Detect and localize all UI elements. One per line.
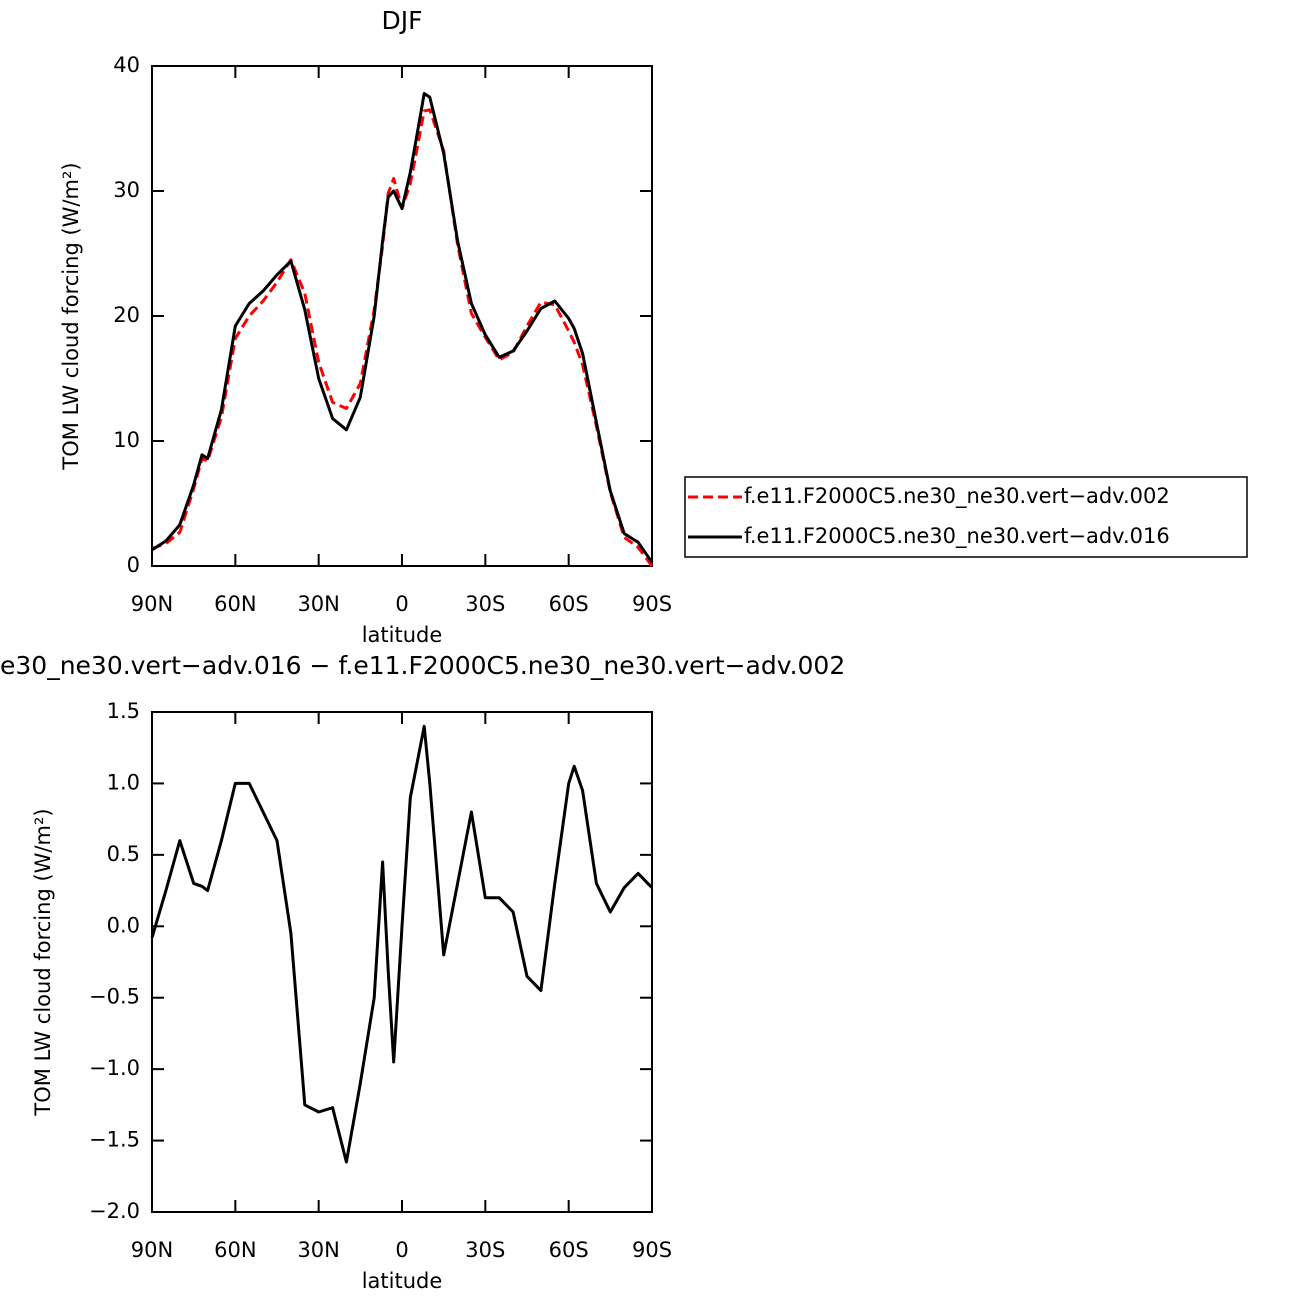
x-tick-label: 90N (131, 592, 173, 616)
y-tick-label: 30 (113, 178, 140, 202)
x-axis-label: latitude (362, 623, 443, 647)
x-tick-label: 30S (465, 1238, 505, 1262)
chart-title: DJF (381, 6, 422, 35)
chart-title: e30_ne30.vert−adv.016 − f.e11.F2000C5.ne… (0, 651, 845, 680)
y-tick-label: 1.5 (107, 699, 140, 723)
x-tick-label: 0 (395, 592, 408, 616)
legend-label: f.e11.F2000C5.ne30_ne30.vert−adv.016 (744, 524, 1170, 549)
plot-frame (151, 711, 653, 1213)
legend-label: f.e11.F2000C5.ne30_ne30.vert−adv.002 (744, 484, 1170, 509)
y-tick-label: 0.0 (107, 913, 140, 937)
y-tick-label: 20 (113, 303, 140, 327)
x-tick-label: 0 (395, 1238, 408, 1262)
y-axis-label: TOM LW cloud forcing (W/m²) (31, 808, 55, 1116)
y-tick-label: 10 (113, 428, 140, 452)
y-tick-label: −1.5 (89, 1128, 140, 1152)
x-tick-label: 60S (549, 1238, 589, 1262)
y-tick-label: 40 (113, 53, 140, 77)
x-tick-label: 60S (549, 592, 589, 616)
x-tick-label: 90S (632, 592, 672, 616)
data-line (150, 724, 654, 1164)
data-line (151, 92, 654, 564)
x-tick-label: 60N (214, 1238, 256, 1262)
x-axis-label: latitude (362, 1269, 443, 1293)
x-tick-label: 60N (214, 592, 256, 616)
y-tick-label: −0.5 (89, 985, 140, 1009)
y-tick-label: 1.0 (107, 770, 140, 794)
y-tick-label: −2.0 (89, 1199, 140, 1223)
legend-box (684, 476, 1248, 558)
plot-frame (151, 65, 653, 567)
x-tick-label: 30N (297, 1238, 339, 1262)
x-tick-label: 30N (297, 592, 339, 616)
x-tick-label: 30S (465, 592, 505, 616)
y-tick-label: 0 (127, 553, 140, 577)
y-tick-label: 0.5 (107, 842, 140, 866)
y-axis-label: TOM LW cloud forcing (W/m²) (59, 162, 83, 470)
x-tick-label: 90N (131, 1238, 173, 1262)
y-tick-label: −1.0 (89, 1056, 140, 1080)
x-tick-label: 90S (632, 1238, 672, 1262)
